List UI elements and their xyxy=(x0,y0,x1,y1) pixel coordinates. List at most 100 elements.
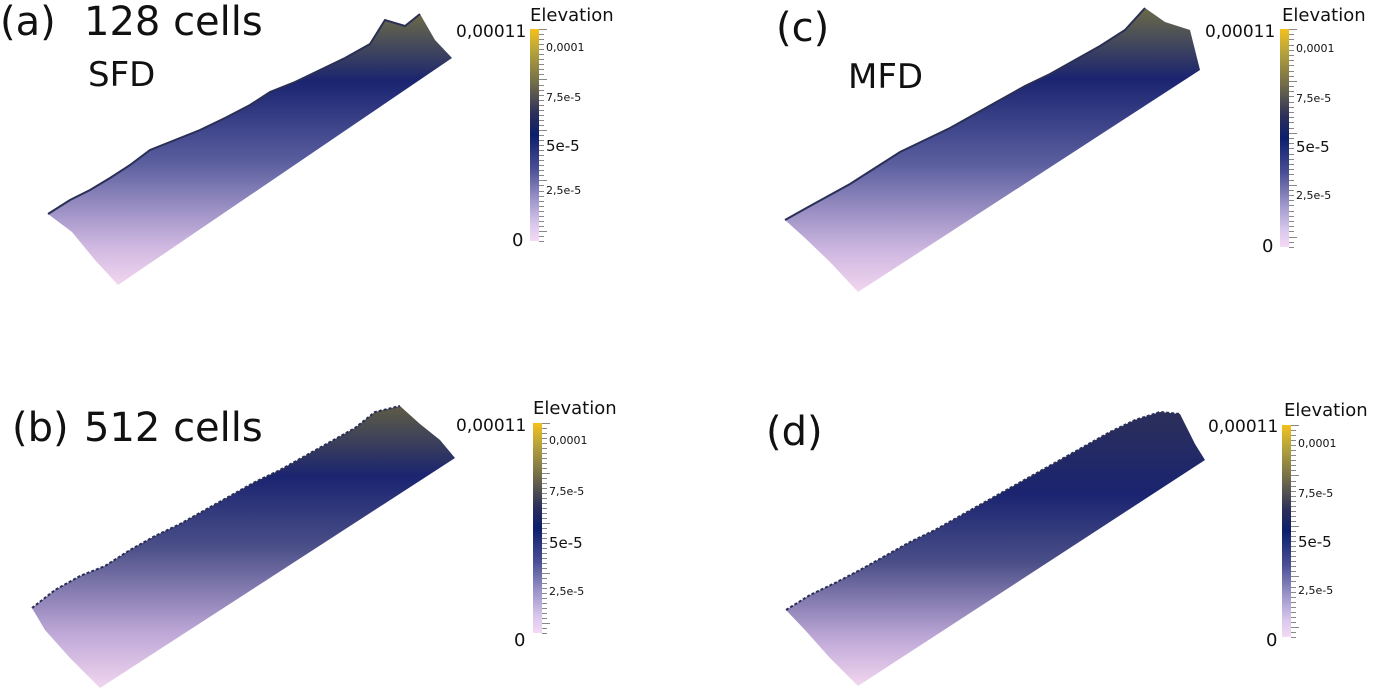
colorbar-minor-tick xyxy=(1291,515,1296,517)
colorbar-minor-tick xyxy=(1291,450,1296,452)
colorbar-minor-tick xyxy=(539,220,544,222)
colorbar-minor-tick xyxy=(1291,435,1296,437)
colorbar-minor-tick xyxy=(1291,460,1296,462)
colorbar-tick-d-1: 0,0001 xyxy=(1298,437,1337,450)
colorbar-minor-tick xyxy=(542,428,547,429)
colorbar-minor-tick xyxy=(1289,205,1294,207)
colorbar-minor-tick xyxy=(539,119,544,121)
colorbar-minor-tick xyxy=(1289,210,1294,212)
colorbar-title-d: Elevation xyxy=(1284,400,1368,421)
colorbar-minor-tick xyxy=(539,241,544,242)
colorbar-minor-tick xyxy=(1291,566,1296,568)
colorbar-minor-tick xyxy=(1289,44,1294,46)
colorbar-minor-tick xyxy=(1289,39,1294,41)
colorbar-minor-tick xyxy=(542,608,547,609)
colorbar-minor-tick xyxy=(1291,430,1296,432)
colorbar-minor-tick xyxy=(1291,621,1296,623)
colorbar-minor-tick xyxy=(1289,101,1294,103)
panel-c: (c) MFD Elevation 0,00011 0,0001 7,5e-5 … xyxy=(690,0,1381,300)
terrain-surface-a xyxy=(47,13,452,285)
colorbar-minor-tick xyxy=(1289,163,1294,165)
colorbar-minor-tick xyxy=(1291,556,1296,558)
colorbar-min-d: 0 xyxy=(1266,630,1278,651)
colorbar-minor-tick xyxy=(1291,601,1296,603)
colorbar-minor-tick xyxy=(1289,49,1294,51)
colorbar-minor-tick xyxy=(1291,616,1296,618)
colorbar-tick-b-1: 0,0001 xyxy=(549,434,588,447)
colorbar-minor-tick xyxy=(1291,571,1296,573)
colorbar-tick-a-3: 5e-5 xyxy=(546,137,580,155)
colorbar-minor-tick xyxy=(542,438,547,439)
colorbar-minor-tick xyxy=(1291,480,1296,482)
colorbar-minor-tick xyxy=(1291,631,1296,633)
colorbar-minor-tick xyxy=(539,34,544,36)
colorbar-minor-tick xyxy=(1291,485,1296,487)
colorbar-minor-tick xyxy=(542,488,547,489)
colorbar-minor-tick xyxy=(1289,29,1297,30)
panel-b-subtitle: 512 cells xyxy=(84,405,263,451)
colorbar-minor-tick xyxy=(1289,60,1294,62)
colorbar-minor-tick xyxy=(539,79,547,81)
colorbar-minor-tick xyxy=(539,180,547,182)
colorbar-minor-tick xyxy=(542,523,550,524)
colorbar-minor-tick xyxy=(539,230,547,232)
colorbar-tick-b-3: 5e-5 xyxy=(549,534,583,552)
colorbar-minor-tick xyxy=(1291,465,1296,467)
colorbar-minor-tick xyxy=(542,498,547,499)
colorbar-minor-tick xyxy=(542,553,547,554)
colorbar-minor-tick xyxy=(539,170,544,172)
colorbar-minor-tick xyxy=(1291,500,1296,502)
colorbar-minor-tick xyxy=(1289,70,1294,72)
colorbar-tick-c-2: 7,5e-5 xyxy=(1296,92,1332,105)
colorbar-minor-tick xyxy=(1291,611,1296,613)
colorbar-minor-tick xyxy=(1291,520,1296,522)
colorbar-minor-tick xyxy=(542,453,547,454)
colorbar-minor-tick xyxy=(1291,536,1296,538)
colorbar-tick-c-1: 0,0001 xyxy=(1296,42,1335,55)
colorbar-minor-tick xyxy=(1291,586,1296,588)
colorbar-minor-tick xyxy=(542,598,547,599)
colorbar-minor-tick xyxy=(542,508,547,509)
terrain-surface-c xyxy=(784,7,1200,292)
colorbar-max-b: 0,00011 xyxy=(456,416,527,436)
colorbar-minor-tick xyxy=(542,518,547,519)
colorbar-minor-tick xyxy=(539,64,544,66)
colorbar-minor-tick xyxy=(539,235,544,237)
colorbar-tick-a-4: 2,5e-5 xyxy=(546,184,582,197)
colorbar-minor-tick xyxy=(542,478,547,479)
colorbar-minor-tick xyxy=(1291,561,1296,563)
colorbar-minor-tick xyxy=(539,140,544,142)
colorbar-minor-tick xyxy=(539,129,547,131)
colorbar-minor-tick xyxy=(539,135,544,136)
colorbar-minor-tick xyxy=(539,94,544,96)
colorbar-minor-tick xyxy=(542,573,550,574)
colorbar-minor-tick xyxy=(1289,96,1294,98)
colorbar-minor-tick xyxy=(542,503,547,504)
colorbar-minor-tick xyxy=(1291,455,1296,457)
colorbar-minor-tick xyxy=(1289,195,1294,197)
colorbar-minor-tick xyxy=(542,593,547,594)
colorbar-minor-tick xyxy=(539,54,544,56)
colorbar-c xyxy=(1280,29,1289,247)
colorbar-minor-tick xyxy=(539,165,544,167)
colorbar-minor-tick xyxy=(1289,54,1294,56)
colorbar-minor-tick xyxy=(1291,525,1299,527)
colorbar-minor-tick xyxy=(1289,241,1294,243)
colorbar-minor-tick xyxy=(1289,80,1297,82)
panel-a-label: (a) xyxy=(0,0,56,45)
colorbar-minor-tick xyxy=(1291,606,1296,608)
colorbar-b xyxy=(533,423,542,633)
colorbar-tick-c-4: 2,5e-5 xyxy=(1296,189,1332,202)
colorbar-minor-tick xyxy=(539,155,544,157)
colorbar-minor-tick xyxy=(539,29,547,30)
colorbar-minor-tick xyxy=(542,533,547,534)
colorbar-minor-tick xyxy=(1289,226,1294,228)
colorbar-title-c: Elevation xyxy=(1282,5,1366,26)
colorbar-minor-tick xyxy=(542,588,547,589)
panel-a-method: SFD xyxy=(88,55,156,95)
colorbar-tick-b-2: 7,5e-5 xyxy=(549,485,585,498)
colorbar-minor-tick xyxy=(1289,86,1294,88)
colorbar-minor-tick xyxy=(542,513,547,514)
colorbar-minor-tick xyxy=(539,49,544,51)
colorbar-minor-tick xyxy=(539,99,544,101)
